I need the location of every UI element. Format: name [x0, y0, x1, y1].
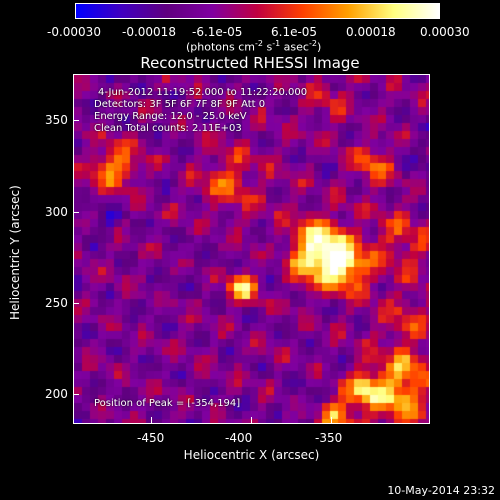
colorbar-tick-label: -0.00018 — [122, 25, 176, 39]
colorbar-units: (photons cm-2 s-1 asec-2) — [186, 39, 322, 54]
info-peak-position: Position of Peak = [-354,194] — [94, 398, 241, 409]
y-tick-mark — [73, 212, 79, 213]
x-tick-label: -350 — [315, 431, 343, 445]
rhessi-image — [74, 75, 429, 423]
colorbar-tick-label: 0.00018 — [346, 25, 396, 39]
x-tick-mark — [151, 417, 152, 423]
y-tick-mark — [73, 120, 79, 121]
colorbar-tick-label: -0.00030 — [47, 25, 101, 39]
x-tick-label: -400 — [225, 431, 253, 445]
info-energy-range: Energy Range: 12.0 - 25.0 keV — [94, 111, 247, 122]
y-tick-mark — [73, 303, 79, 304]
y-tick-label: 350 — [45, 113, 68, 127]
colorbar-tick-label: 0.00030 — [420, 25, 470, 39]
colorbar — [75, 3, 440, 19]
colorbar-tick-label: 6.1e-05 — [271, 25, 318, 39]
timestamp: 10-May-2014 23:32 — [387, 484, 495, 497]
info-clean-counts: Clean Total counts: 2.11E+03 — [94, 123, 242, 134]
x-tick-mark — [251, 417, 252, 423]
y-tick-label: 250 — [45, 296, 68, 310]
colorbar-tick-label: -6.1e-05 — [192, 25, 243, 39]
plot-title: Reconstructed RHESSI Image — [140, 54, 360, 72]
y-axis-label: Heliocentric Y (arcsec) — [8, 185, 22, 320]
x-axis-label: Heliocentric X (arcsec) — [183, 448, 320, 462]
y-tick-label: 200 — [45, 387, 68, 401]
info-time-range: 4-Jun-2012 11:19:52.000 to 11:22:20.000 — [98, 87, 308, 98]
y-tick-mark — [73, 394, 79, 395]
image-plot-area: 4-Jun-2012 11:19:52.000 to 11:22:20.000 … — [73, 74, 430, 424]
y-tick-label: 300 — [45, 205, 68, 219]
x-tick-label: -450 — [137, 431, 165, 445]
info-detectors: Detectors: 3F 5F 6F 7F 8F 9F Att 0 — [94, 99, 266, 110]
x-tick-mark — [331, 417, 332, 423]
